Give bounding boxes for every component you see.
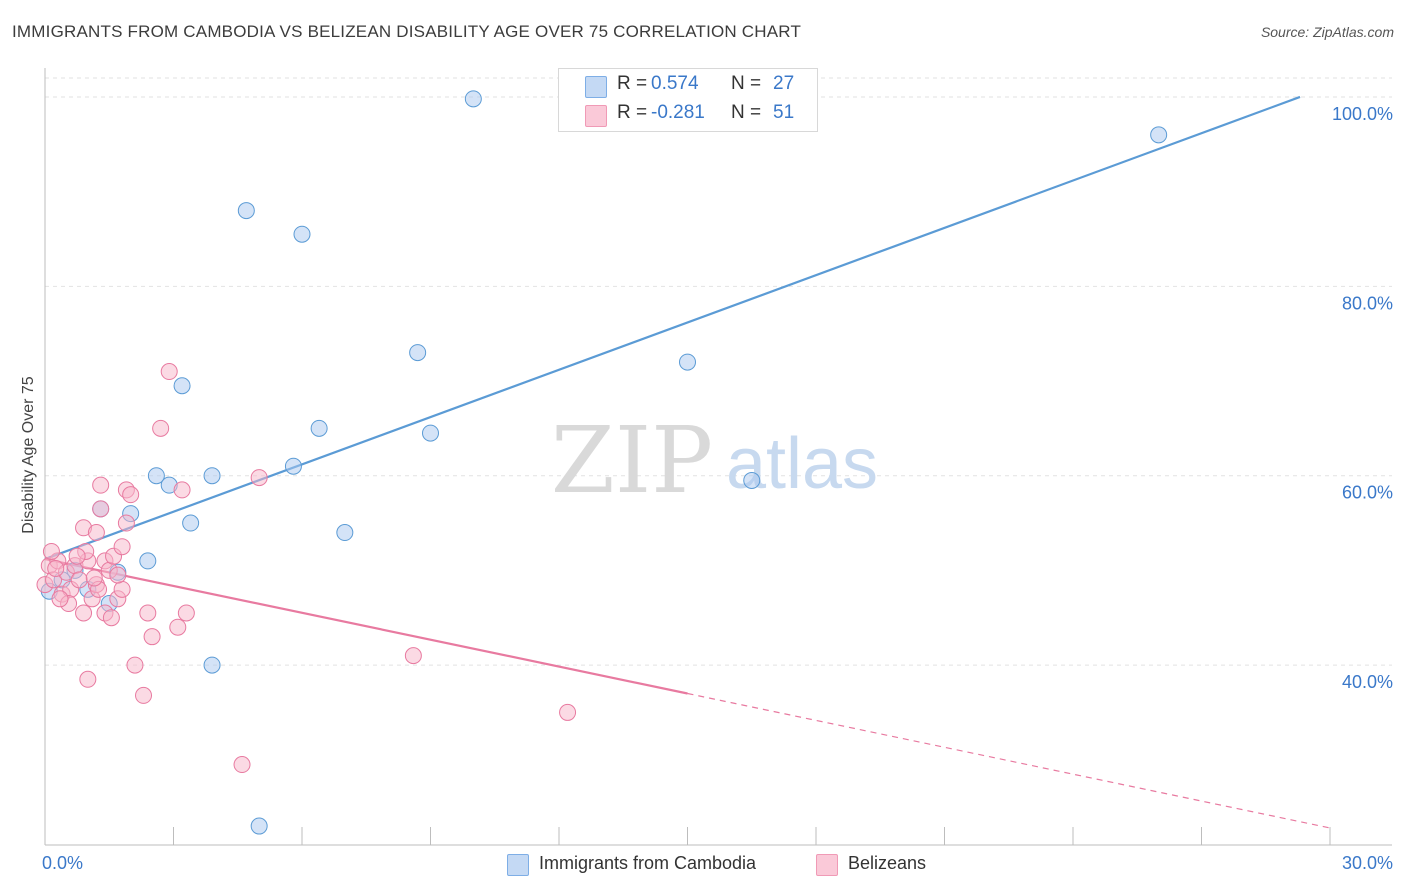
belizeans-point	[404, 647, 422, 665]
legend-swatch-belizeans	[816, 854, 838, 876]
watermark-zip: ZIP	[551, 407, 713, 514]
legend-row-belizeans: R = -0.281 N = 51	[559, 100, 817, 130]
belizeans-point	[109, 566, 127, 584]
legend-r-label: R =	[617, 73, 648, 94]
cambodia-point	[139, 552, 157, 570]
cambodia-point	[284, 457, 302, 475]
legend-n-value: 51	[773, 102, 795, 123]
legend-label-cambodia: Immigrants from Cambodia	[539, 853, 757, 873]
cambodia-point	[250, 817, 268, 835]
belizeans-point	[122, 486, 140, 504]
belizeans-point	[68, 547, 86, 565]
cambodia-point	[409, 344, 427, 362]
cambodia-point	[310, 419, 328, 437]
y-tick-label: 80.0%	[1342, 293, 1393, 313]
belizeans-point	[152, 419, 170, 437]
cambodia-point	[464, 90, 482, 108]
watermark-atlas: atlas	[726, 424, 878, 504]
belizeans-point	[92, 500, 110, 518]
belizeans-point	[42, 542, 60, 560]
belizeans-point	[85, 569, 103, 587]
legend-n-value: 27	[773, 73, 795, 94]
belizeans-point	[47, 560, 65, 578]
belizeans-point	[113, 538, 131, 556]
cambodia-point	[743, 471, 761, 489]
legend-n-label: N =	[731, 102, 762, 123]
belizeans-point	[51, 590, 69, 608]
belizeans-point	[70, 571, 88, 589]
legend-label-belizeans: Belizeans	[848, 853, 927, 873]
correlation-legend: R = 0.574 N = 27 R = -0.281 N = 51	[558, 68, 818, 132]
cambodia-point	[336, 524, 354, 542]
belizeans-point	[143, 628, 161, 646]
belizeans-point	[102, 609, 120, 627]
source-label: Source: ZipAtlas.com	[1260, 24, 1394, 40]
belizeans-point	[135, 686, 153, 704]
cambodia-point	[147, 467, 165, 485]
belizeans-point	[139, 604, 157, 622]
trend-line-extension	[687, 692, 1331, 829]
y-tick-label: 60.0%	[1342, 483, 1393, 503]
legend-swatch-belizeans	[585, 105, 607, 127]
y-tick-label: 100.0%	[1332, 104, 1393, 124]
legend-row-cambodia: R = 0.574 N = 27	[559, 71, 817, 101]
belizeans-point	[79, 670, 97, 688]
belizeans-point	[75, 604, 93, 622]
belizeans-point	[117, 514, 135, 532]
legend-r-label: R =	[617, 102, 648, 123]
chart-title: IMMIGRANTS FROM CAMBODIA VS BELIZEAN DIS…	[12, 22, 802, 41]
belizeans-point	[169, 618, 187, 636]
belizeans-point	[92, 476, 110, 494]
belizeans-point	[160, 363, 178, 381]
legend-swatch-cambodia	[507, 854, 529, 876]
belizeans-point	[87, 524, 105, 542]
legend-r-value: 0.574	[651, 73, 699, 94]
y-axis-label: Disability Age Over 75	[20, 376, 37, 534]
belizeans-point	[177, 604, 195, 622]
belizeans-point	[126, 656, 144, 674]
cambodia-point	[237, 202, 255, 220]
cambodia-point	[1150, 126, 1168, 144]
cambodia-point	[203, 467, 221, 485]
belizeans-point	[113, 580, 131, 598]
legend-swatch-cambodia	[585, 76, 607, 98]
series-legend: Immigrants from Cambodia Belizeans	[0, 852, 1406, 878]
legend-n-label: N =	[731, 73, 762, 94]
belizeans-point	[233, 756, 251, 774]
belizeans-point	[173, 481, 191, 499]
x-tick-label: 30.0%	[1342, 853, 1393, 873]
cambodia-point	[203, 656, 221, 674]
legend-r-value: -0.281	[651, 102, 705, 123]
cambodia-point	[173, 377, 191, 395]
cambodia-point	[679, 353, 696, 371]
belizeans-point	[250, 469, 268, 487]
belizeans-point	[559, 703, 577, 721]
x-tick-label: 0.0%	[42, 853, 83, 873]
cambodia-point	[293, 225, 311, 243]
trend-line-belizeans	[44, 557, 688, 695]
cambodia-point	[422, 424, 439, 442]
cambodia-point	[182, 514, 200, 532]
y-tick-label: 40.0%	[1342, 672, 1393, 692]
